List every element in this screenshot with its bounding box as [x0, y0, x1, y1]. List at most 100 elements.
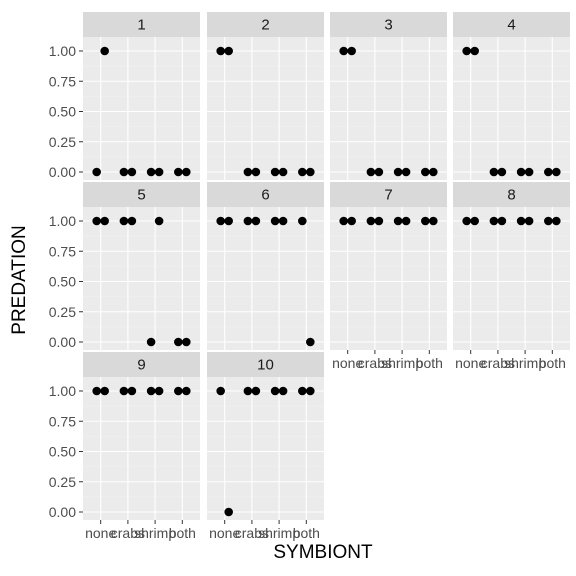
data-point — [516, 167, 526, 177]
data-point — [154, 216, 164, 226]
data-point — [298, 216, 307, 226]
data-point — [270, 386, 280, 396]
y-tick-label: 0.50 — [49, 274, 76, 290]
x-tick-label: shrimp — [504, 355, 546, 371]
y-tick-label: 0.00 — [49, 334, 76, 350]
data-point — [146, 167, 156, 177]
y-tick-label: 1.00 — [49, 383, 76, 399]
data-point — [119, 216, 129, 226]
facet-strip-label: 4 — [507, 17, 515, 34]
data-point — [421, 167, 430, 177]
data-point — [174, 337, 183, 347]
facet-panel-6: 6 — [207, 182, 324, 350]
data-point — [306, 167, 315, 177]
data-point — [278, 216, 288, 226]
data-point — [462, 216, 471, 226]
data-point — [497, 167, 507, 177]
y-axis-title: PREDATION — [9, 225, 30, 334]
data-point — [119, 386, 129, 396]
x-tick-label: both — [539, 355, 566, 371]
data-point — [298, 167, 307, 177]
data-point — [182, 167, 191, 177]
data-point — [182, 386, 191, 396]
data-point — [393, 216, 403, 226]
facet-strip — [207, 352, 324, 377]
x-tick-label: shrimp — [381, 355, 423, 371]
data-point — [100, 386, 109, 396]
x-tick-label: both — [169, 525, 196, 541]
data-point — [92, 216, 101, 226]
facet-strip-label: 6 — [261, 187, 269, 204]
facet-strip-label: 3 — [384, 17, 392, 34]
data-point — [401, 167, 411, 177]
data-point — [306, 337, 315, 347]
panel-background — [207, 377, 324, 520]
data-point — [154, 386, 164, 396]
facet-strip-label: 7 — [384, 187, 392, 204]
panel-background — [330, 207, 447, 350]
x-tick-label: both — [416, 355, 443, 371]
y-tick-label: 0.75 — [49, 73, 76, 89]
data-point — [224, 46, 233, 56]
data-point — [224, 216, 233, 226]
data-point — [119, 167, 129, 177]
data-point — [243, 167, 253, 177]
data-point — [489, 167, 499, 177]
data-point — [401, 216, 411, 226]
data-point — [298, 386, 307, 396]
x-tick-label: both — [293, 525, 320, 541]
facet-strip — [207, 12, 324, 37]
facet-strip-label: 9 — [137, 357, 145, 374]
data-point — [270, 167, 280, 177]
panel-background — [207, 207, 324, 350]
data-point — [224, 507, 233, 517]
x-tick-label: crabs — [235, 525, 269, 541]
facet-strip — [453, 182, 570, 207]
y-tick-label: 0.25 — [49, 474, 76, 490]
data-point — [174, 167, 183, 177]
data-point — [544, 216, 553, 226]
data-point — [100, 216, 109, 226]
data-point — [489, 216, 499, 226]
data-point — [552, 216, 561, 226]
facet-strip — [330, 182, 447, 207]
data-point — [146, 337, 156, 347]
facet-strip-label: 2 — [261, 17, 269, 34]
data-point — [366, 216, 376, 226]
data-point — [374, 167, 384, 177]
data-point — [251, 167, 261, 177]
data-point — [216, 386, 225, 396]
x-axis-title: SYMBIONT — [273, 542, 373, 563]
y-tick-label: 0.00 — [49, 164, 76, 180]
panel-background — [330, 37, 447, 180]
y-tick-label: 1.00 — [49, 43, 76, 59]
facet-strip — [453, 12, 570, 37]
facet-strip-label: 10 — [257, 357, 274, 374]
data-point — [339, 46, 348, 56]
data-point — [374, 216, 384, 226]
panel-background — [83, 37, 200, 180]
x-tick-label: shrimp — [134, 525, 176, 541]
panel-background — [207, 37, 324, 180]
facet-strip — [330, 12, 447, 37]
facet-panels: 1 0.00 0.25 0.50 0.75 1.00 2 3 4 5 0.00 0.25 0.50 0.7… — [49, 12, 570, 541]
data-point — [347, 216, 356, 226]
data-point — [552, 167, 561, 177]
facet-strip — [83, 352, 200, 377]
data-point — [243, 386, 253, 396]
data-point — [92, 386, 101, 396]
data-point — [216, 216, 225, 226]
data-point — [216, 46, 225, 56]
panel-background — [453, 207, 570, 350]
data-point — [516, 216, 526, 226]
y-tick-label: 0.50 — [49, 444, 76, 460]
x-tick-label: crabs — [111, 525, 145, 541]
facet-panel-5: 5 0.00 0.25 0.50 0.75 1.00 — [49, 182, 200, 350]
data-point — [470, 216, 479, 226]
x-tick-label: crabs — [358, 355, 392, 371]
facet-strip-label: 5 — [137, 187, 145, 204]
data-point — [127, 216, 137, 226]
